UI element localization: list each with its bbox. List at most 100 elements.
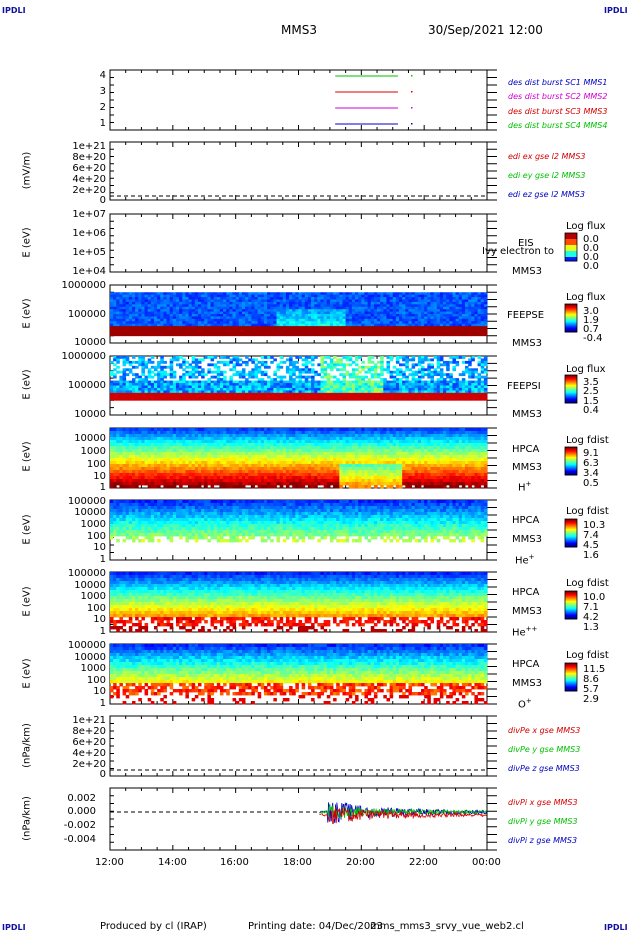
hpca-he1-ytick-4: 10 (93, 542, 106, 553)
hpca-o-cb-v0: 11.5 (583, 664, 606, 675)
hpca-he1-species-charge: + (528, 553, 535, 561)
hpca-he2-ytick-4: 10 (93, 614, 106, 625)
corner-mark-br: IPDLI (604, 923, 628, 932)
hpca-h-species-charge: + (525, 480, 532, 488)
xtick-20: 20:00 (346, 857, 375, 868)
eis-ytick-2: 1e+05 (72, 247, 106, 258)
hpca-he1-ytick-0: 100000 (67, 496, 106, 507)
hpca-o-ytick-0: 100000 (67, 640, 106, 651)
colorbar (564, 232, 578, 262)
hpca-he2-ytick-2: 1000 (80, 591, 106, 602)
eis-spacecraft: MMS3 (512, 266, 542, 277)
divpe-ytick-0: 1e+21 (72, 715, 106, 726)
footer-producer: Produced by cl (IRAP) (100, 921, 207, 932)
burst-dot (410, 107, 413, 109)
hpca-o-species-name: O (518, 699, 526, 711)
hpca-he2-species-name: He (512, 627, 526, 639)
corner-mark-bl: IPDLI (2, 923, 26, 932)
legend-divpi-z: divPi z gse MMS3 (508, 836, 578, 845)
hpca-he2-ytick-0: 100000 (67, 568, 106, 579)
eis-instrument: EIS (518, 238, 534, 249)
hpca-h-colorbar-title: Log fdist (566, 435, 609, 446)
feepse-spacecraft: MMS3 (512, 338, 542, 349)
hpca-he1-ytick-1: 10000 (74, 507, 106, 518)
hpca-h-ylabel: E (eV) (21, 441, 33, 472)
legend-burst-sc2: des dist burst SC2 MMS2 (508, 92, 608, 101)
legend-divpi-x: divPi x gse MMS3 (508, 798, 578, 807)
hpca-h-ytick-2: 100 (86, 459, 106, 470)
hpca-he2-cb-v3: 1.3 (583, 622, 599, 633)
hpca-h-instrument: HPCA (512, 444, 540, 455)
legend-divpe-y: divPe y gse MMS3 (508, 745, 581, 754)
hpca-he1-species-name: He (515, 555, 529, 567)
hpca-he2-species-charge: ++ (525, 625, 538, 633)
legend-edi-ex: edi ex gse l2 MMS3 (508, 152, 586, 161)
colorbar (564, 303, 578, 333)
hpca-he1-instrument: HPCA (512, 515, 540, 526)
feepse-cb-v2: 0.7 (583, 324, 599, 335)
hpca-h-cb-v1: 6.3 (583, 458, 599, 469)
hpca-o-species: O+ (518, 697, 532, 710)
eis-ytick-3: 1e+04 (72, 266, 106, 277)
hpca-he2-spacecraft: MMS3 (512, 606, 542, 617)
colorbar (564, 374, 578, 404)
hpca-h-cb-v0: 9.1 (583, 448, 599, 459)
hpca-h-spectrogram (110, 428, 488, 489)
mission-title: MMS3 (281, 23, 317, 37)
hpca-o-ytick-2: 1000 (80, 663, 106, 674)
divpi-ylabel: (nPa/km) (21, 796, 33, 841)
edi-ytick-0: 1e+21 (72, 141, 106, 152)
footer-printing-date: Printing date: 04/Dec/2023 (248, 921, 384, 932)
colorbar (564, 446, 578, 476)
feepsi-cb-v2: 1.5 (583, 396, 599, 407)
hpca-he2-ytick-5: 1 (99, 626, 106, 637)
divpi-trace-y (319, 804, 487, 820)
hpca-h-ytick-1: 1000 (80, 446, 106, 457)
panel-frame (109, 213, 488, 273)
hpca-h-ytick-4: 1 (99, 482, 106, 493)
feepse-ylabel: E (eV) (21, 298, 33, 329)
divpi-trace-x (319, 807, 487, 825)
hpca-he2-spectrogram (110, 572, 488, 633)
hpca-he1-ytick-5: 1 (99, 554, 106, 565)
date-time: 30/Sep/2021 12:00 (428, 23, 543, 37)
corner-mark-tl: IPDLI (2, 6, 26, 15)
feepsi-ytick-2: 10000 (74, 409, 106, 420)
hpca-o-cb-v3: 2.9 (583, 694, 599, 705)
hpca-he1-cb-v2: 4.5 (583, 540, 599, 551)
hpca-o-ytick-3: 100 (86, 675, 106, 686)
divpe-ytick-3: 4e+20 (72, 748, 106, 759)
eis-cb-v2: 0.0 (583, 252, 599, 263)
hpca-he1-cb-v1: 7.4 (583, 530, 599, 541)
eis-ytick-0: 1e+07 (72, 209, 106, 220)
feepsi-cb-v3: 0.4 (583, 405, 599, 416)
hpca-o-ylabel: E (eV) (21, 658, 33, 689)
divpe-ylabel: (nPa/km) (21, 723, 33, 768)
feepsi-ytick-1: 100000 (67, 380, 106, 391)
corner-mark-tr: IPDLI (604, 6, 628, 15)
eis-cb-v1: 0.0 (583, 243, 599, 254)
hpca-h-species-name: H (518, 482, 526, 494)
edi-ytick-4: 2e+20 (72, 185, 106, 196)
hpca-he1-colorbar-title: Log fdist (566, 506, 609, 517)
divpi-ytick-1: 0.000 (67, 806, 96, 817)
feepse-ytick-1: 100000 (67, 309, 106, 320)
burst-ytick-3: 3 (99, 86, 106, 97)
legend-edi-ez: edi ez gse l2 MMS3 (508, 190, 585, 199)
edi-ylabel: (mV/m) (21, 151, 33, 190)
xtick-16: 16:00 (220, 857, 249, 868)
burst-dot (410, 91, 413, 93)
hpca-he2-ytick-1: 10000 (74, 580, 106, 591)
colorbar (564, 662, 578, 692)
hpca-h-ytick-0: 10000 (74, 433, 106, 444)
divpi-ytick-3: -0.004 (63, 834, 96, 845)
feepsi-spacecraft: MMS3 (512, 409, 542, 420)
edi-ytick-3: 4e+20 (72, 174, 106, 185)
hpca-o-spacecraft: MMS3 (512, 678, 542, 689)
hpca-he1-spectrogram (110, 500, 488, 543)
divpi-trace-z (319, 801, 488, 823)
colorbar (564, 590, 578, 620)
hpca-he1-ytick-3: 100 (86, 531, 106, 542)
legend-divpe-z: divPe z gse MMS3 (508, 764, 580, 773)
